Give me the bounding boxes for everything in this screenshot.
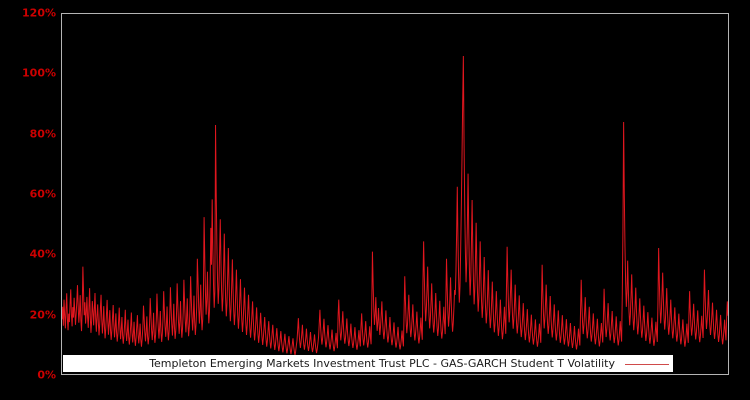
legend-label: Templeton Emerging Markets Investment Tr…: [149, 357, 615, 370]
legend-line: [625, 363, 669, 365]
chart-legend: Templeton Emerging Markets Investment Tr…: [63, 355, 673, 372]
y-tick-label-0: 0%: [37, 368, 56, 382]
volatility-series: [62, 55, 728, 356]
plot-area: [61, 13, 729, 375]
series-polyline: [62, 55, 728, 356]
y-tick-label-100: 100%: [22, 66, 56, 80]
red-line-swatch: [625, 358, 669, 369]
y-tick-label-40: 40%: [29, 247, 56, 261]
y-tick-label-20: 20%: [29, 308, 56, 322]
y-tick-label-120: 120%: [22, 6, 56, 20]
y-tick-label-80: 80%: [29, 127, 56, 141]
y-tick-label-60: 60%: [29, 187, 56, 201]
